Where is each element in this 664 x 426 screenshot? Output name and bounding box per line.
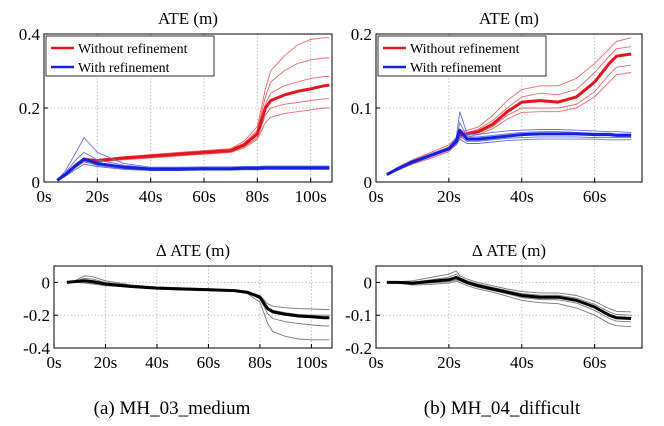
- x-tick-label: 0s: [46, 353, 61, 372]
- x-tick-label: 60s: [583, 187, 607, 206]
- y-tick-label: -0.2: [345, 339, 372, 358]
- x-tick-label: 100s: [295, 353, 327, 372]
- x-tick-label: 40s: [510, 353, 534, 372]
- x-tick-label: 100s: [295, 187, 327, 206]
- x-tick-label: 60s: [583, 353, 607, 372]
- caption-b: (b) MH_04_difficult: [424, 398, 581, 419]
- caption-a: (a) MH_03_medium: [94, 398, 251, 419]
- plot-frame: [53, 265, 333, 349]
- x-tick-label: 20s: [94, 353, 118, 372]
- legend-label: Without refinement: [78, 42, 188, 57]
- y-tick-label: 0: [364, 173, 373, 192]
- legend-box: [45, 35, 215, 77]
- chart-title: Δ ATE (m): [156, 241, 230, 260]
- y-tick-label: 0: [364, 273, 373, 292]
- x-tick-label: 80s: [248, 353, 272, 372]
- x-tick-label: 60s: [192, 187, 216, 206]
- x-tick-label: 0s: [368, 353, 383, 372]
- plot-frame: [375, 265, 643, 349]
- y-tick-label: -0.2: [23, 306, 50, 325]
- legend-label: Without refinement: [410, 42, 520, 57]
- series-run-line: [386, 280, 632, 328]
- series-run-line: [56, 136, 330, 181]
- x-tick-label: 20s: [437, 353, 461, 372]
- ate-chart-mh04: 0s 20s 40s 60s 0 0.1 0.2 ATE (m) Without refinem…: [351, 9, 643, 206]
- series-mean-line: [386, 128, 632, 176]
- x-tick-label: 80s: [246, 187, 270, 206]
- y-tick-label: -0.4: [23, 339, 50, 358]
- series-run-line: [386, 273, 632, 316]
- x-tick-label: 40s: [510, 187, 534, 206]
- series-run-line: [386, 270, 632, 313]
- series-run-line: [386, 72, 632, 176]
- y-tick-label: 0.4: [19, 25, 41, 44]
- y-tick-label: 0.2: [19, 99, 40, 118]
- y-tick-label: 0: [32, 173, 41, 192]
- x-tick-label: 40s: [139, 187, 163, 206]
- chart-title: Δ ATE (m): [472, 241, 546, 260]
- y-tick-label: 0: [42, 273, 51, 292]
- y-tick-label: -0.1: [345, 306, 372, 325]
- series-mean-line: [66, 279, 330, 320]
- chart-title: ATE (m): [479, 9, 539, 28]
- y-tick-label: 0.2: [351, 25, 372, 44]
- series-run-line: [66, 275, 330, 310]
- legend-label: With refinement: [410, 61, 502, 76]
- delta-ate-chart-mh03: 0s 20s 40s 60s 80s 100s 0 -0.2 -0.4 Δ ATE (m): [23, 241, 333, 372]
- series-mean-line: [56, 157, 330, 182]
- x-tick-label: 0s: [36, 187, 51, 206]
- x-tick-label: 20s: [86, 187, 110, 206]
- chart-title: ATE (m): [158, 9, 218, 28]
- ate-chart-mh03: 0s 20s 40s 60s 80s 100s 0 0.2 0.4 ATE (m) Without …: [19, 9, 333, 206]
- y-tick-label: 0.1: [351, 99, 372, 118]
- x-tick-label: 0s: [368, 187, 383, 206]
- legend-label: With refinement: [78, 61, 170, 76]
- series-mean-line: [386, 276, 632, 320]
- legend-box: [377, 35, 547, 77]
- x-tick-label: 60s: [197, 353, 221, 372]
- x-tick-label: 20s: [437, 187, 461, 206]
- series-run-line: [386, 279, 632, 323]
- delta-ate-chart-mh04: 0s 20s 40s 60s 0 -0.1 -0.2 Δ ATE (m): [345, 241, 643, 372]
- series-run-line: [386, 37, 632, 175]
- x-tick-label: 40s: [145, 353, 169, 372]
